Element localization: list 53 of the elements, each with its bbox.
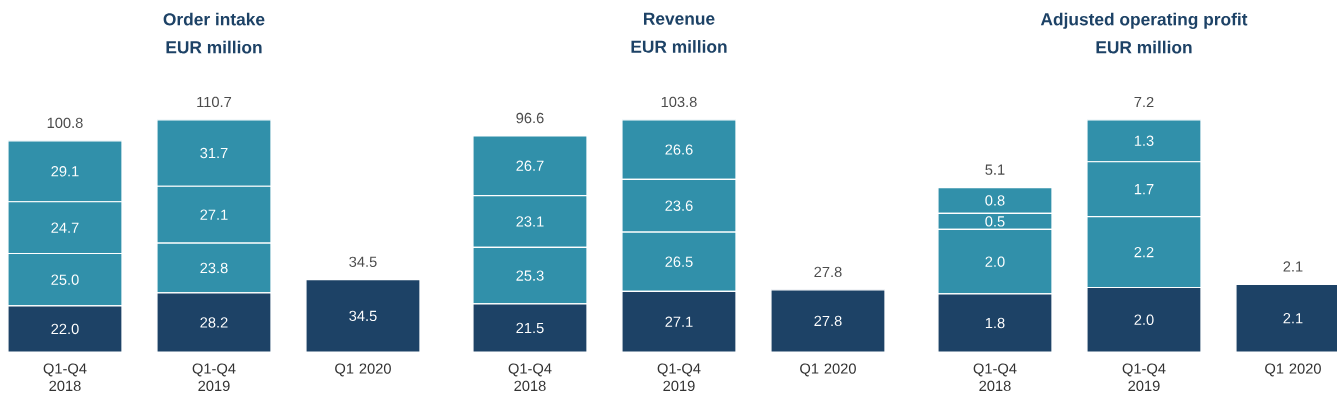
x-tick-label: Q1-Q4 2018 <box>43 363 87 392</box>
data-label: 1.8 <box>985 317 1005 329</box>
x-tick-label: Q1 2020 <box>800 363 856 377</box>
data-label: 22.0 <box>51 323 79 335</box>
data-label: 26.5 <box>665 256 693 267</box>
bar <box>305 279 421 353</box>
x-tick-label: Q1-Q4 2018 <box>973 363 1017 392</box>
data-label: 2.1 <box>1283 313 1303 324</box>
total-label: 110.7 <box>197 96 232 108</box>
data-label: 2.0 <box>985 256 1005 267</box>
x-tick-label: Q1-Q4 2018 <box>508 363 552 392</box>
data-label: 0.5 <box>985 216 1005 227</box>
data-label: 2.2 <box>1134 246 1154 258</box>
data-label: 27.8 <box>814 315 842 327</box>
chart-subtitle: EUR million <box>631 40 727 53</box>
total-label: 100.8 <box>47 117 83 129</box>
bar <box>770 289 886 353</box>
data-label: 25.3 <box>516 270 544 281</box>
total-label: 27.8 <box>814 266 842 278</box>
data-label: 21.5 <box>516 322 544 334</box>
x-tick-label: Q1 2020 <box>1265 363 1321 377</box>
data-label: 31.7 <box>200 147 228 159</box>
chart-title: Adjusted operating profit <box>1040 12 1248 29</box>
total-label: 103.8 <box>661 96 697 108</box>
total-label: 34.5 <box>349 256 377 267</box>
x-tick-label: Q1-Q4 2019 <box>657 363 701 392</box>
data-label: 26.7 <box>516 160 544 171</box>
chart-subtitle: EUR million <box>1096 40 1192 54</box>
data-label: 1.3 <box>1134 135 1154 146</box>
data-label: 0.8 <box>985 195 1005 206</box>
chart-subtitle: EUR million <box>166 40 262 54</box>
data-label: 2.0 <box>1134 314 1154 325</box>
x-tick-label: Q1-Q4 2019 <box>192 363 236 392</box>
data-label: 1.7 <box>1134 184 1154 195</box>
data-label: 26.6 <box>665 144 693 155</box>
data-label: 27.1 <box>200 209 228 220</box>
data-label: 23.1 <box>516 216 544 227</box>
total-label: 2.1 <box>1283 261 1303 272</box>
data-label: 23.6 <box>665 200 693 211</box>
x-tick-label: Q1 2020 <box>335 363 391 377</box>
data-label: 25.0 <box>51 274 79 285</box>
data-label: 27.1 <box>665 316 693 327</box>
data-label: 24.7 <box>51 222 79 233</box>
data-label: 28.2 <box>200 317 228 328</box>
total-label: 7.2 <box>1134 96 1154 108</box>
chart-title: Order intake <box>163 12 265 26</box>
chart-title: Revenue <box>644 12 715 25</box>
data-label: 29.1 <box>51 166 79 177</box>
x-tick-label: Q1-Q4 2019 <box>1122 363 1166 392</box>
data-label: 34.5 <box>349 310 377 322</box>
total-label: 96.6 <box>516 112 544 124</box>
total-label: 5.1 <box>985 164 1005 175</box>
data-label: 23.8 <box>200 262 228 274</box>
